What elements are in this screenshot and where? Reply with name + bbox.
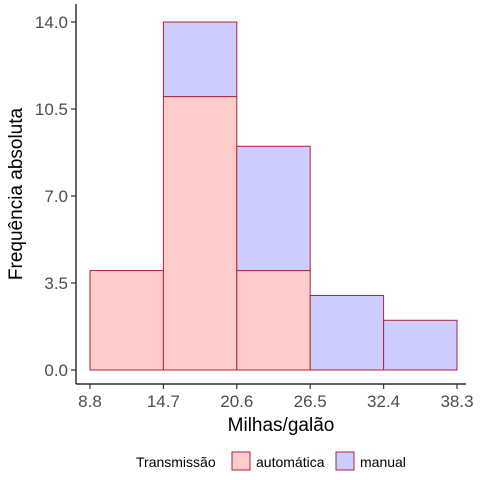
bars-group	[89, 21, 458, 371]
legend-swatch-manual	[335, 451, 355, 471]
bar-manual-bin-4	[309, 294, 385, 371]
x-axis-title: Milhas/galão	[228, 415, 335, 436]
x-tick-label: 20.6	[220, 392, 253, 411]
x-tick-label: 32.4	[367, 392, 400, 411]
bar-automatica-bin-2	[162, 96, 238, 371]
legend-label-automatica: automática	[256, 454, 325, 470]
x-tick-label: 26.5	[294, 392, 327, 411]
y-tick-label: 3.5	[44, 274, 68, 293]
x-tick-label: 8.8	[78, 392, 102, 411]
y-tick-label: 10.5	[35, 100, 68, 119]
y-tick-label: 0.0	[44, 361, 68, 380]
bar-manual-bin-5	[383, 319, 458, 371]
bar-automatica-bin-3	[236, 270, 311, 371]
y-axis-title: Frequência absoluta	[6, 107, 27, 280]
x-tick-label: 14.7	[147, 392, 180, 411]
bar-manual-bin-2	[162, 21, 238, 98]
y-tick-label: 14.0	[35, 13, 68, 32]
legend: Transmissão automática manual	[136, 451, 406, 471]
legend-title: Transmissão	[136, 454, 216, 470]
legend-label-manual: manual	[360, 454, 406, 470]
bar-manual-bin-3	[236, 145, 311, 272]
x-axis-ticks: 8.8 14.7 20.6 26.5 32.4 38.3	[78, 384, 474, 411]
y-axis-ticks: 0.0 3.5 7.0 10.5 14.0	[35, 13, 76, 380]
x-tick-label: 38.3	[440, 392, 473, 411]
y-tick-label: 7.0	[44, 187, 68, 206]
legend-swatch-automatica	[231, 451, 251, 471]
bar-automatica-bin-1	[89, 270, 164, 371]
